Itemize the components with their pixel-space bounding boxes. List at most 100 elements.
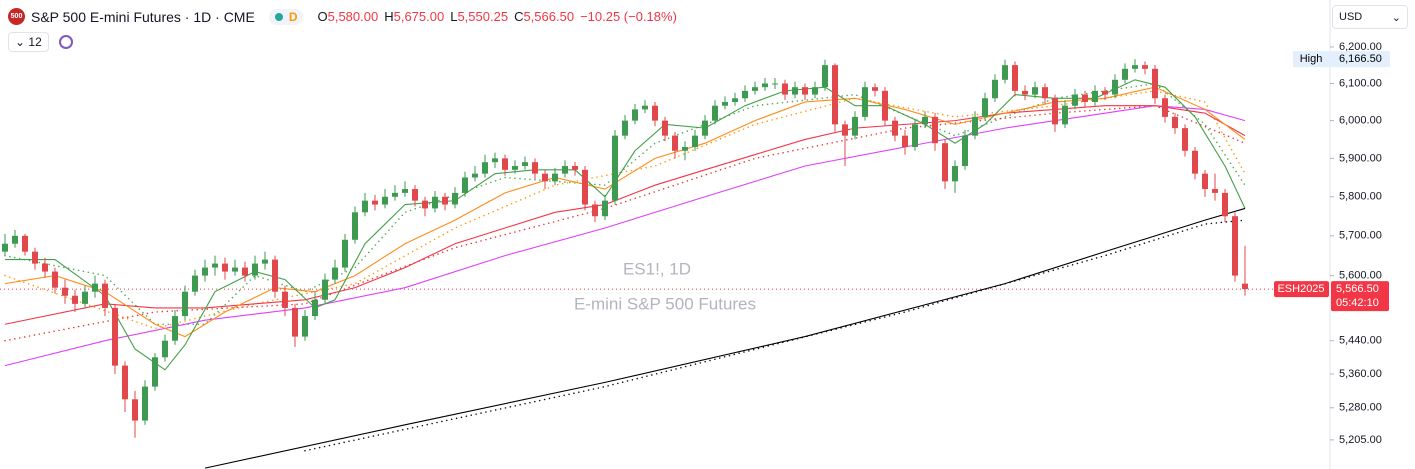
candle-body bbox=[1122, 68, 1128, 80]
candle bbox=[682, 141, 688, 161]
candle bbox=[982, 92, 988, 121]
candle bbox=[922, 111, 928, 129]
candle-body bbox=[1182, 128, 1188, 151]
interval-toggle[interactable]: D bbox=[268, 8, 304, 25]
candle bbox=[862, 81, 868, 121]
candle bbox=[142, 380, 148, 425]
candle bbox=[832, 63, 838, 132]
currency-select[interactable]: USD ⌄ bbox=[1332, 5, 1408, 29]
candle bbox=[152, 353, 158, 391]
candle bbox=[442, 192, 448, 211]
candle bbox=[942, 139, 948, 190]
candle bbox=[1072, 89, 1078, 110]
candle-body bbox=[342, 239, 348, 268]
candle-body bbox=[92, 283, 98, 292]
candle-body bbox=[602, 200, 608, 217]
candle-body bbox=[822, 65, 828, 88]
candle-body bbox=[932, 116, 938, 144]
candle bbox=[392, 185, 398, 201]
candle-body bbox=[272, 259, 278, 292]
candle bbox=[232, 259, 238, 276]
candle bbox=[522, 156, 528, 170]
indicator-count-value: 12 bbox=[28, 35, 42, 49]
candle bbox=[302, 309, 308, 341]
candle bbox=[32, 247, 38, 270]
candle bbox=[362, 192, 368, 217]
ohlc-key: C bbox=[514, 9, 524, 24]
candle bbox=[472, 165, 478, 182]
candle bbox=[712, 100, 718, 125]
y-tick-label: 5,205.00 bbox=[1339, 434, 1382, 446]
candle-body bbox=[682, 146, 688, 151]
y-tick-label: 5,700.00 bbox=[1339, 230, 1382, 242]
candle bbox=[312, 291, 318, 321]
candle bbox=[1032, 81, 1038, 99]
candle-body bbox=[322, 279, 328, 300]
candle bbox=[252, 255, 258, 280]
candle bbox=[82, 285, 88, 308]
refresh-icon[interactable] bbox=[58, 35, 73, 49]
candle-body bbox=[1082, 94, 1088, 102]
candle bbox=[452, 187, 458, 209]
candle bbox=[512, 160, 518, 174]
candle-body bbox=[472, 173, 478, 178]
candle bbox=[952, 160, 958, 193]
candle-body bbox=[422, 200, 428, 209]
candle-body bbox=[532, 162, 538, 174]
candle-body bbox=[1092, 90, 1098, 102]
candle-body bbox=[542, 173, 548, 182]
candle bbox=[1192, 146, 1198, 180]
candle-body bbox=[302, 316, 308, 337]
candle-body bbox=[902, 135, 908, 147]
candle bbox=[742, 85, 748, 102]
candle-body bbox=[232, 267, 238, 272]
symbol-title[interactable]: S&P 500 E-mini Futures · 1D · CME bbox=[31, 8, 255, 25]
candle bbox=[802, 83, 808, 101]
candle-body bbox=[882, 90, 888, 121]
high-price: 6,166.50 bbox=[1339, 53, 1382, 65]
candle-body bbox=[212, 263, 218, 268]
candle-body bbox=[52, 271, 58, 288]
ohlc-item: O5,580.00 bbox=[317, 9, 378, 24]
candle bbox=[1082, 90, 1088, 108]
candle bbox=[352, 206, 358, 244]
high-label-bg bbox=[1293, 51, 1330, 68]
ohlc-item: C5,566.50 bbox=[514, 9, 574, 24]
candle bbox=[492, 152, 498, 168]
price-tag-bg bbox=[1331, 281, 1389, 312]
candle bbox=[1172, 113, 1178, 134]
candle-body bbox=[1062, 105, 1068, 125]
ohlc-item: L5,550.25 bbox=[450, 9, 508, 24]
candle-body bbox=[772, 83, 778, 85]
indicator-count[interactable]: ⌄ 12 bbox=[8, 32, 49, 52]
candle bbox=[902, 129, 908, 155]
candle bbox=[612, 129, 618, 205]
candle bbox=[822, 59, 828, 91]
candle-body bbox=[692, 135, 698, 147]
candle bbox=[42, 257, 48, 278]
candle-body bbox=[952, 165, 958, 182]
candle bbox=[132, 390, 138, 438]
status-dot bbox=[274, 12, 283, 21]
candle-body bbox=[852, 116, 858, 136]
ohlc-key: L bbox=[450, 9, 458, 24]
candle-body bbox=[592, 204, 598, 217]
candle bbox=[662, 116, 668, 142]
candle-body bbox=[742, 90, 748, 99]
candle-body bbox=[972, 116, 978, 136]
candle bbox=[212, 255, 218, 276]
candle-body bbox=[842, 124, 848, 136]
countdown: 05:42:10 bbox=[1336, 297, 1379, 309]
candle-body bbox=[1042, 87, 1048, 99]
candle bbox=[1152, 65, 1158, 104]
candle bbox=[222, 257, 228, 280]
candle bbox=[882, 87, 888, 127]
indicator-line bbox=[4, 105, 1246, 367]
candle bbox=[572, 162, 578, 176]
candle bbox=[842, 120, 848, 166]
candle-body bbox=[572, 165, 578, 170]
chevron: ⌄ bbox=[1391, 12, 1401, 24]
high-label: High bbox=[1300, 53, 1323, 65]
